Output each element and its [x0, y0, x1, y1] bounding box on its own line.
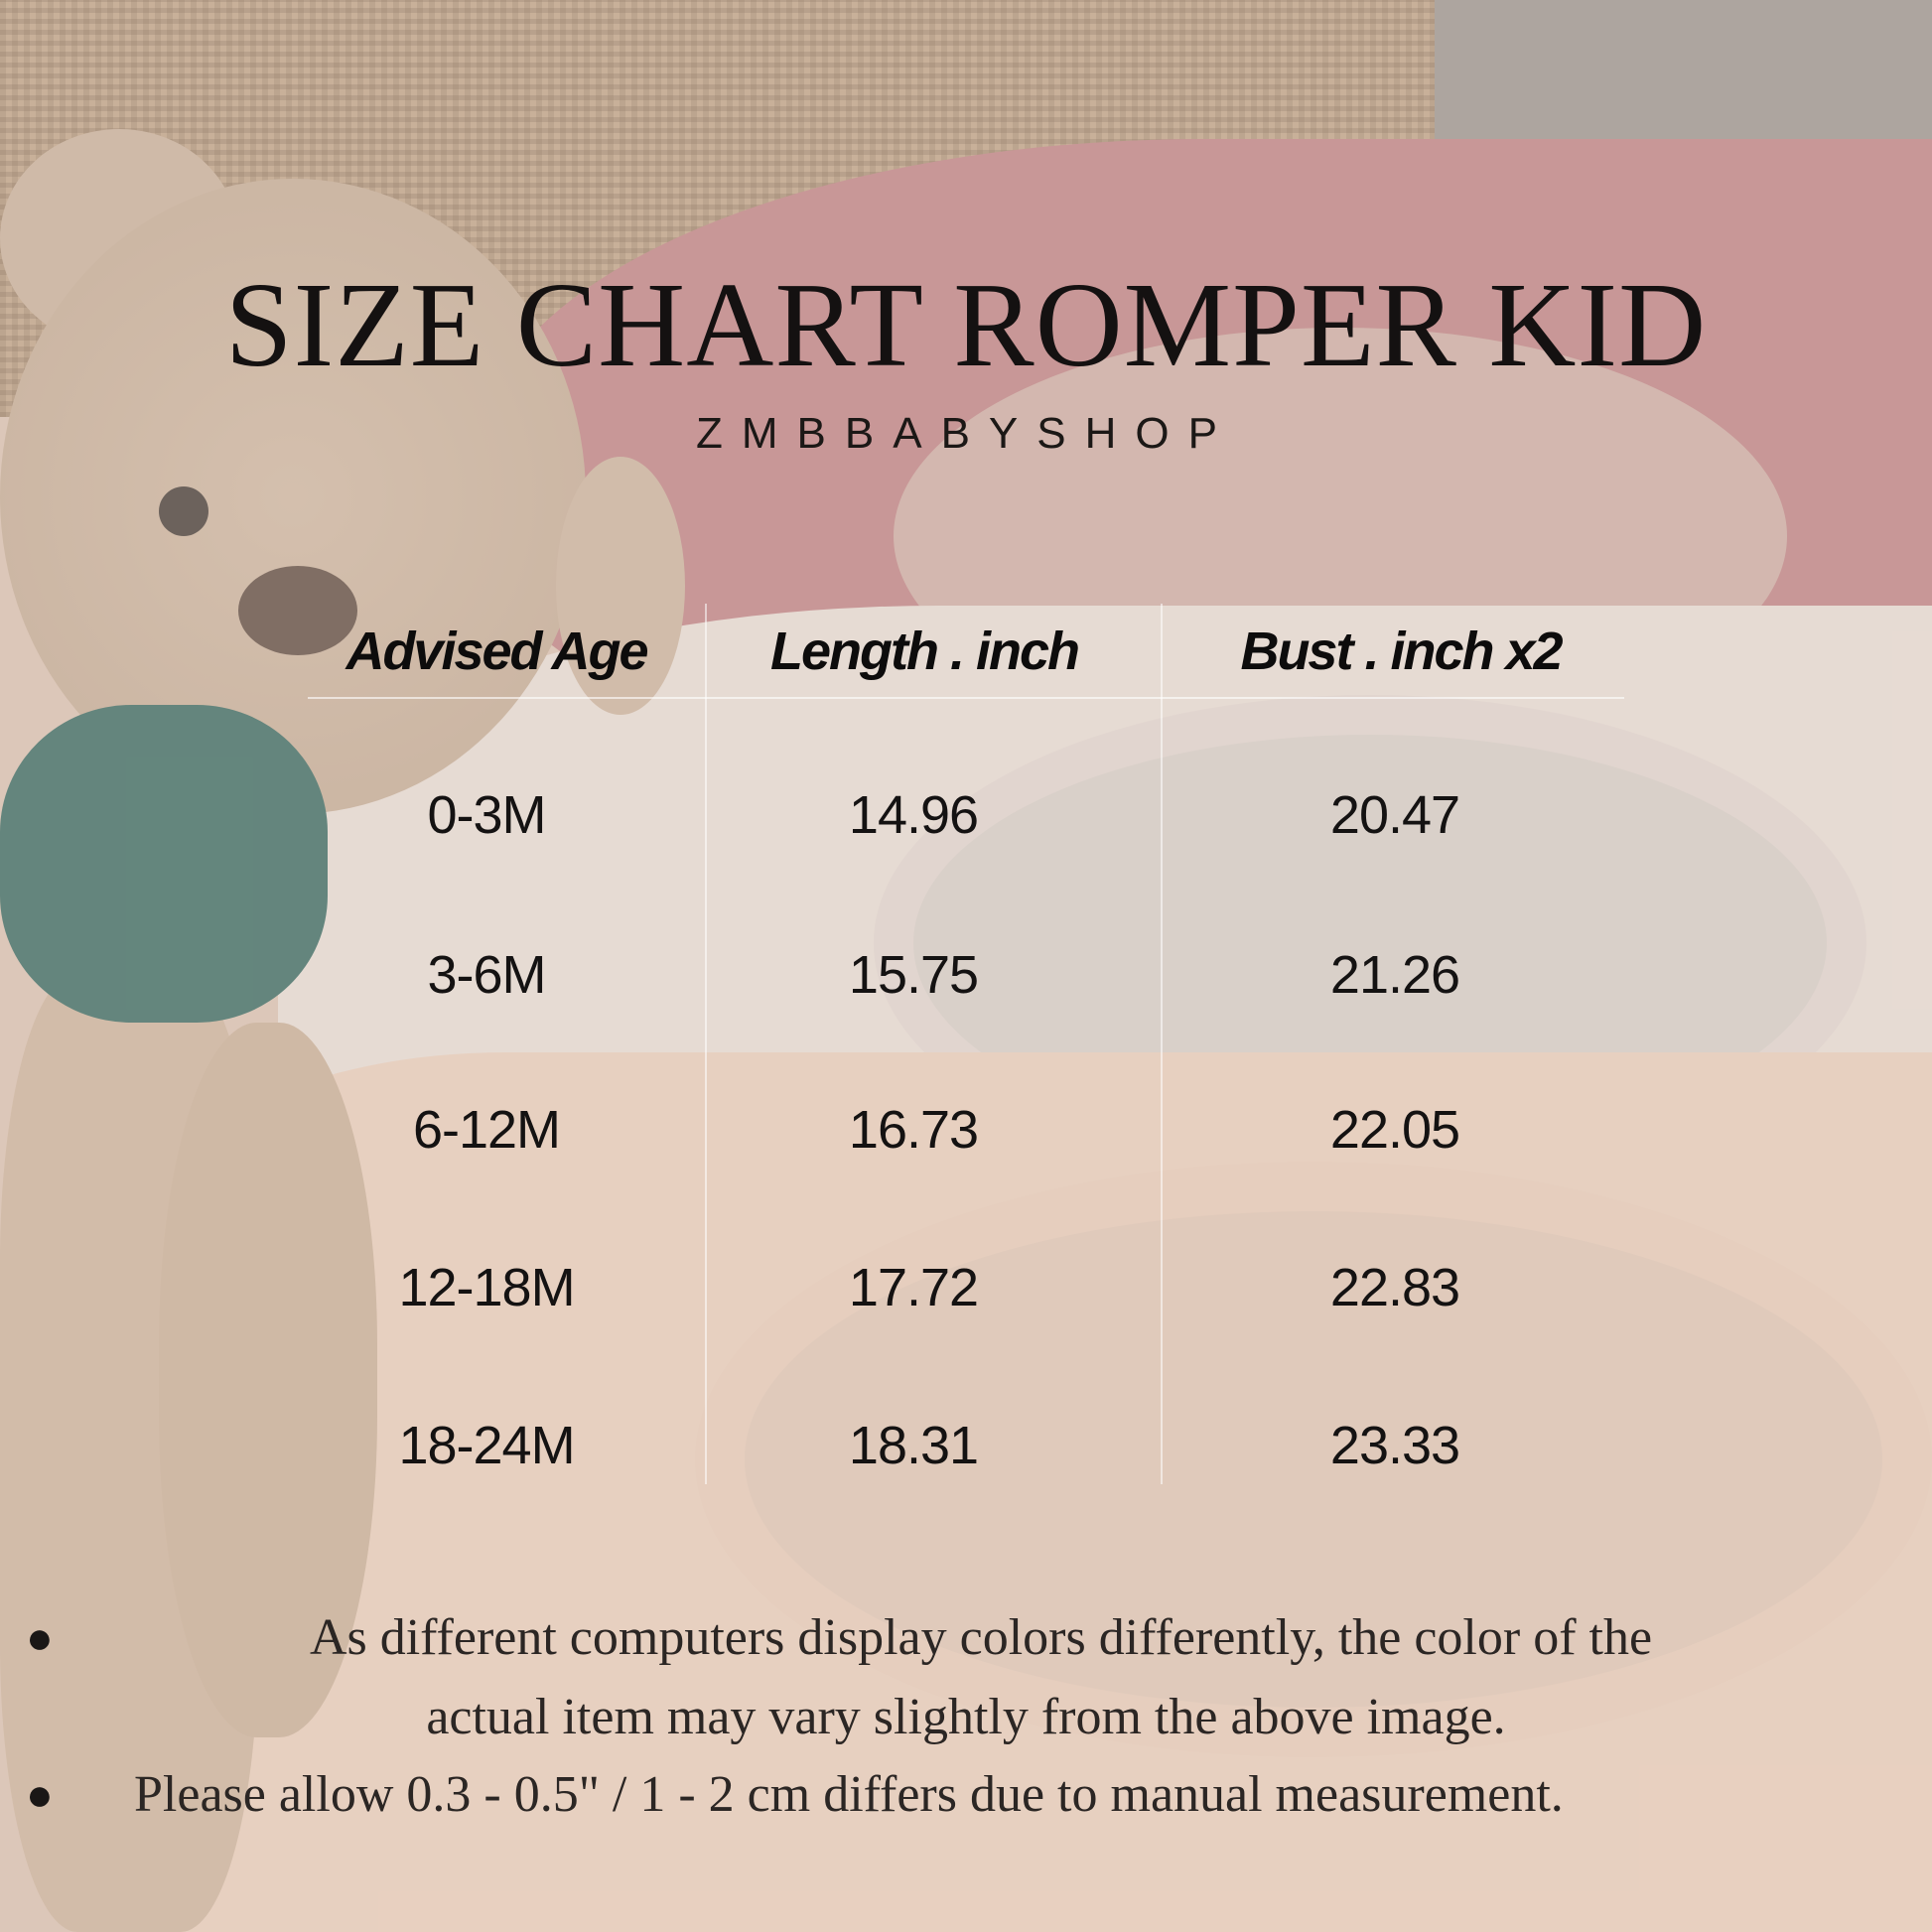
column-divider	[705, 604, 707, 1484]
cell-age: 18-24M	[398, 1416, 575, 1475]
header-length: Length . inch	[770, 621, 1080, 681]
cell-length: 16.73	[848, 1100, 979, 1160]
teddy-bear-scarf	[0, 705, 328, 1023]
bullet-icon: ●	[26, 1611, 54, 1663]
cell-bust: 20.47	[1329, 785, 1460, 845]
note-1-line-2: actual item may vary slightly from the a…	[426, 1689, 1506, 1745]
teddy-bear-arm	[159, 1023, 377, 1737]
cell-bust: 21.26	[1329, 945, 1460, 1005]
note-2: Please allow 0.3 - 0.5" / 1 - 2 cm diffe…	[134, 1766, 1564, 1823]
cell-bust: 23.33	[1329, 1416, 1460, 1475]
header-divider	[308, 697, 1624, 699]
cell-age: 12-18M	[398, 1258, 575, 1317]
cell-length: 17.72	[848, 1258, 979, 1317]
teddy-bear-nose	[238, 566, 357, 655]
cell-age: 3-6M	[427, 945, 546, 1005]
cell-length: 14.96	[848, 785, 979, 845]
cell-age: 6-12M	[412, 1100, 561, 1160]
header-bust: Bust . inch x2	[1240, 621, 1563, 681]
note-1-line-1: As different computers display colors di…	[309, 1609, 1653, 1666]
cell-length: 18.31	[848, 1416, 979, 1475]
teddy-bear-ear-right	[556, 457, 685, 715]
bullet-icon: ●	[26, 1768, 54, 1820]
cell-age: 0-3M	[427, 785, 546, 845]
shop-name: ZMBBABYSHOP	[696, 409, 1236, 458]
cell-bust: 22.05	[1329, 1100, 1460, 1160]
teddy-bear-eye	[159, 486, 208, 536]
header-advised-age: Advised Age	[345, 621, 648, 681]
page-title: SIZE CHART ROMPER KID	[224, 258, 1708, 392]
cell-bust: 22.83	[1329, 1258, 1460, 1317]
column-divider	[1161, 604, 1163, 1484]
cell-length: 15.75	[848, 945, 979, 1005]
